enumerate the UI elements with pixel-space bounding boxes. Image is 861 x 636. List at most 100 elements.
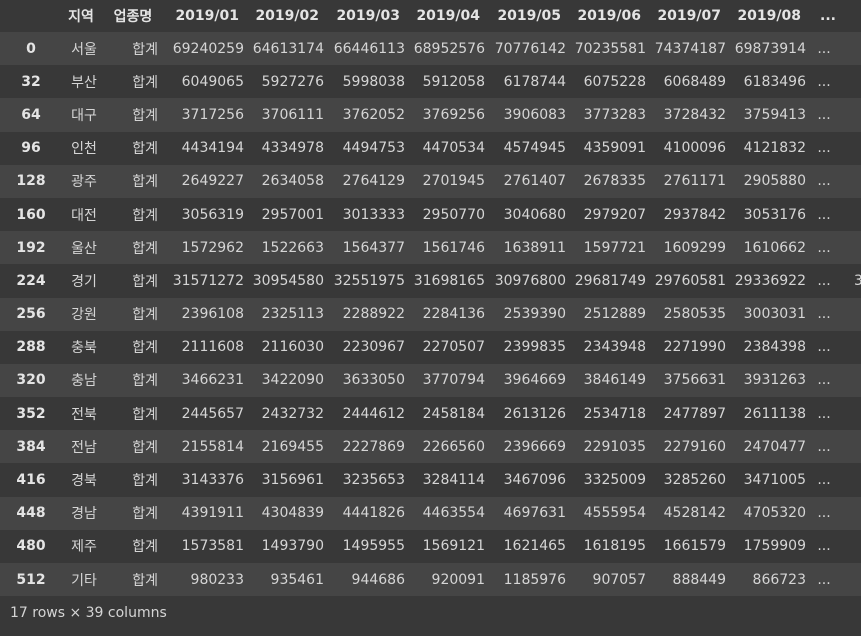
table-row: 128 광주 합계 2649227 2634058 2764129 2701945 27614… [0, 164, 861, 198]
ellipsis-cell: ... [817, 239, 831, 256]
region-cell: 인천 [71, 141, 97, 158]
value-cell: 4441826 [342, 505, 405, 522]
value-cell: 1522663 [261, 239, 324, 256]
row-index: 192 [16, 239, 46, 256]
value-cell: 4121832 [743, 140, 806, 157]
value-cell: 4434194 [181, 140, 244, 157]
value-cell: 6049065 [181, 73, 244, 90]
value-cell: 2764129 [342, 173, 405, 190]
value-cell: 3284114 [422, 472, 485, 489]
table-row: 64 대구 합계 3717256 3706111 3762052 3769256 390608… [0, 98, 861, 132]
table-row: 96 인천 합계 4434194 4334978 4494753 4470534 457494… [0, 131, 861, 165]
value-cell: 1621465 [503, 538, 566, 555]
value-cell: 2445657 [181, 405, 244, 422]
row-index: 416 [16, 472, 46, 489]
value-cell: 1493790 [261, 538, 324, 555]
region-cell: 경기 [71, 273, 97, 290]
value-cell: 2116030 [261, 339, 324, 356]
value-cell: 3156961 [261, 472, 324, 489]
value-cell: 1638911 [503, 239, 566, 256]
value-cell: 30954580 [252, 272, 324, 289]
value-cell: 4697631 [503, 505, 566, 522]
industry-cell: 합계 [132, 373, 158, 390]
value-cell: 907057 [592, 571, 646, 588]
value-cell: 2611138 [743, 405, 806, 422]
value-cell: 29336922 [734, 272, 806, 289]
value-cell: 2470477 [743, 438, 806, 455]
value-cell: 944686 [351, 571, 405, 588]
value-cell: 980233 [190, 571, 244, 588]
table-row: 224 경기 합계 31571272 30954580 32551975 31698165 3… [0, 264, 861, 298]
value-cell: 3235653 [342, 472, 405, 489]
column-header: 업종명 [113, 9, 153, 25]
value-cell: 2634058 [261, 173, 324, 190]
value-cell: 3773283 [583, 106, 646, 123]
value-cell: 3728432 [663, 106, 726, 123]
value-cell: 2613126 [503, 405, 566, 422]
row-index: 256 [16, 306, 46, 323]
clipped-cell [840, 165, 861, 198]
value-cell: 3706111 [261, 106, 324, 123]
value-cell: 6178744 [503, 73, 566, 90]
dataframe-output: 지역 업종명 2019/01 2019/02 2019/03 2019/04 2019/05… [0, 0, 861, 597]
column-header: 2019/05 [497, 8, 561, 24]
value-cell: 2761171 [663, 173, 726, 190]
row-index: 448 [16, 505, 46, 522]
region-cell: 제주 [71, 539, 97, 556]
value-cell: 30976800 [494, 272, 566, 289]
clipped-cell [840, 231, 861, 264]
value-cell: 2950770 [422, 206, 485, 223]
industry-cell: 합계 [132, 74, 158, 91]
value-cell: 2937842 [663, 206, 726, 223]
region-cell: 광주 [71, 174, 97, 191]
value-cell: 1597721 [583, 239, 646, 256]
value-cell: 69873914 [734, 40, 806, 57]
table-row: 320 충남 합계 3466231 3422090 3633050 3770794 39646… [0, 363, 861, 398]
value-cell: 1573581 [181, 538, 244, 555]
dataframe-shape-label: 17 rows × 39 columns [10, 605, 167, 621]
industry-cell: 합계 [132, 207, 158, 224]
clipped-cell [840, 530, 861, 563]
value-cell: 2111608 [181, 339, 244, 356]
industry-cell: 합계 [132, 141, 158, 158]
table-body: 0 서울 합계 69240259 64613174 66446113 68952576 707… [0, 32, 861, 597]
value-cell: 2155814 [181, 438, 244, 455]
value-cell: 2396669 [503, 438, 566, 455]
column-header: 2019/01 [175, 8, 239, 24]
value-cell: 2761407 [503, 173, 566, 190]
value-cell: 2399835 [503, 339, 566, 356]
value-cell: 3467096 [503, 472, 566, 489]
value-cell: 3143376 [181, 472, 244, 489]
region-cell: 충북 [71, 340, 97, 357]
value-cell: 2649227 [181, 173, 244, 190]
table-header: 지역 업종명 2019/01 2019/02 2019/03 2019/04 2019/05… [0, 0, 861, 32]
value-cell: 2396108 [181, 306, 244, 323]
value-cell: 66446113 [333, 40, 405, 57]
region-cell: 울산 [71, 240, 97, 257]
value-cell: 31698165 [413, 272, 485, 289]
industry-cell: 합계 [132, 174, 158, 191]
column-header: 지역 [68, 9, 94, 25]
value-cell: 3325009 [583, 472, 646, 489]
value-cell: 2230967 [342, 339, 405, 356]
value-cell: 3053176 [743, 206, 806, 223]
industry-cell: 합계 [132, 107, 158, 124]
value-cell: 4463554 [422, 505, 485, 522]
value-cell: 3931263 [743, 372, 806, 389]
value-cell: 3040680 [503, 206, 566, 223]
value-cell: 5998038 [342, 73, 405, 90]
region-cell: 전북 [71, 406, 97, 423]
value-cell: 6068489 [663, 73, 726, 90]
value-cell: 4391911 [181, 505, 244, 522]
value-cell: 3013333 [342, 206, 405, 223]
table-row: 352 전북 합계 2445657 2432732 2444612 2458184 26131… [0, 397, 861, 431]
value-cell: 866723 [752, 571, 806, 588]
value-cell: 2279160 [663, 438, 726, 455]
value-cell: 3770794 [422, 372, 485, 389]
column-header-ellipsis: ... [820, 8, 836, 24]
value-cell: 3756631 [663, 372, 726, 389]
value-cell: 2291035 [583, 438, 646, 455]
table-row: 512 기타 합계 980233 935461 944686 920091 1185976 90… [0, 563, 861, 597]
clipped-cell [840, 331, 861, 364]
value-cell: 2957001 [261, 206, 324, 223]
